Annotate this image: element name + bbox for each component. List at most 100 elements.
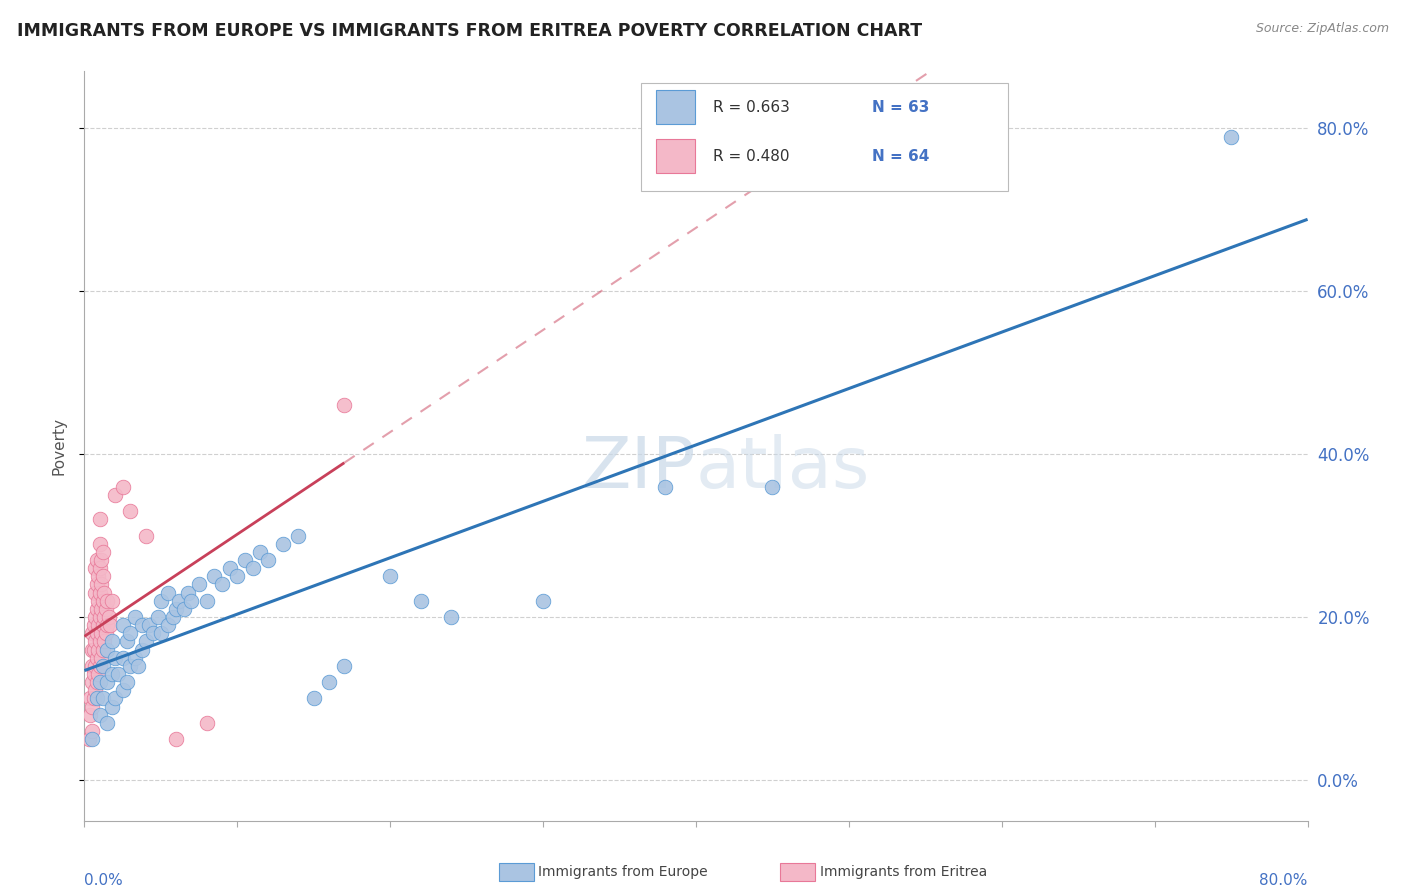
Point bbox=[84, 561, 107, 575]
Point bbox=[89, 512, 111, 526]
Point bbox=[86, 577, 108, 591]
Point bbox=[93, 585, 115, 599]
Point bbox=[127, 659, 149, 673]
Point bbox=[302, 691, 325, 706]
Point bbox=[84, 610, 107, 624]
Point bbox=[531, 593, 554, 607]
Point bbox=[89, 610, 111, 624]
Point bbox=[211, 577, 233, 591]
Point bbox=[86, 691, 108, 706]
Point bbox=[157, 585, 180, 599]
Point bbox=[195, 715, 218, 730]
Point bbox=[87, 618, 110, 632]
Point bbox=[104, 488, 127, 502]
Point bbox=[242, 561, 264, 575]
Text: Immigrants from Europe: Immigrants from Europe bbox=[538, 865, 709, 880]
Point bbox=[101, 667, 124, 681]
Point bbox=[165, 602, 187, 616]
Point bbox=[93, 634, 115, 648]
Point bbox=[333, 398, 356, 412]
Point bbox=[115, 634, 138, 648]
Point bbox=[111, 683, 134, 698]
Point bbox=[87, 642, 110, 657]
Point bbox=[149, 593, 172, 607]
Point bbox=[180, 593, 202, 607]
Point bbox=[83, 691, 105, 706]
Point bbox=[80, 626, 103, 640]
Point bbox=[96, 715, 118, 730]
Point bbox=[96, 593, 118, 607]
Point bbox=[89, 561, 111, 575]
Point bbox=[149, 626, 172, 640]
Point bbox=[101, 634, 124, 648]
Text: N = 63: N = 63 bbox=[872, 100, 929, 115]
Text: atlas: atlas bbox=[696, 434, 870, 503]
Point bbox=[94, 602, 117, 616]
Text: IMMIGRANTS FROM EUROPE VS IMMIGRANTS FROM ERITREA POVERTY CORRELATION CHART: IMMIGRANTS FROM EUROPE VS IMMIGRANTS FRO… bbox=[17, 22, 922, 40]
Point bbox=[218, 561, 240, 575]
Point bbox=[91, 659, 114, 673]
Point bbox=[94, 626, 117, 640]
Point bbox=[84, 659, 107, 673]
Point bbox=[80, 675, 103, 690]
Point bbox=[80, 732, 103, 747]
Text: Immigrants from Eritrea: Immigrants from Eritrea bbox=[820, 865, 987, 880]
Point bbox=[96, 642, 118, 657]
Point bbox=[89, 675, 111, 690]
Point bbox=[83, 642, 105, 657]
Point bbox=[177, 585, 200, 599]
Point bbox=[131, 642, 153, 657]
Point bbox=[104, 650, 127, 665]
Point bbox=[80, 659, 103, 673]
Point bbox=[318, 675, 340, 690]
Point bbox=[135, 528, 157, 542]
Point bbox=[87, 667, 110, 681]
Point bbox=[79, 691, 101, 706]
Point bbox=[115, 675, 138, 690]
Point bbox=[138, 618, 160, 632]
Point bbox=[165, 732, 187, 747]
Point bbox=[101, 593, 124, 607]
Point bbox=[131, 618, 153, 632]
Point bbox=[89, 707, 111, 722]
Point bbox=[124, 610, 146, 624]
Point bbox=[111, 618, 134, 632]
Point bbox=[120, 659, 142, 673]
Point bbox=[91, 593, 114, 607]
Point bbox=[287, 528, 309, 542]
Text: R = 0.663: R = 0.663 bbox=[713, 100, 790, 115]
Point bbox=[226, 569, 249, 583]
Point bbox=[80, 724, 103, 739]
Point bbox=[761, 480, 783, 494]
Point bbox=[97, 610, 120, 624]
Point bbox=[89, 585, 111, 599]
Point bbox=[91, 642, 114, 657]
Point bbox=[654, 480, 676, 494]
Point bbox=[87, 593, 110, 607]
Point bbox=[91, 545, 114, 559]
Point bbox=[120, 504, 142, 518]
Point bbox=[195, 593, 218, 607]
Point bbox=[89, 659, 111, 673]
Point bbox=[167, 593, 190, 607]
Point bbox=[1220, 129, 1243, 144]
FancyBboxPatch shape bbox=[655, 139, 695, 172]
Point bbox=[89, 634, 111, 648]
Point bbox=[96, 675, 118, 690]
Point bbox=[188, 577, 211, 591]
Point bbox=[83, 618, 105, 632]
Text: 0.0%: 0.0% bbox=[84, 873, 124, 888]
Text: R = 0.480: R = 0.480 bbox=[713, 149, 790, 163]
Point bbox=[91, 691, 114, 706]
Point bbox=[86, 650, 108, 665]
Point bbox=[90, 577, 112, 591]
Point bbox=[86, 675, 108, 690]
Text: N = 64: N = 64 bbox=[872, 149, 929, 163]
Point bbox=[249, 545, 271, 559]
Point bbox=[111, 650, 134, 665]
Point bbox=[157, 618, 180, 632]
Point bbox=[96, 618, 118, 632]
Point bbox=[142, 626, 165, 640]
Text: 80.0%: 80.0% bbox=[1260, 873, 1308, 888]
Point bbox=[146, 610, 169, 624]
